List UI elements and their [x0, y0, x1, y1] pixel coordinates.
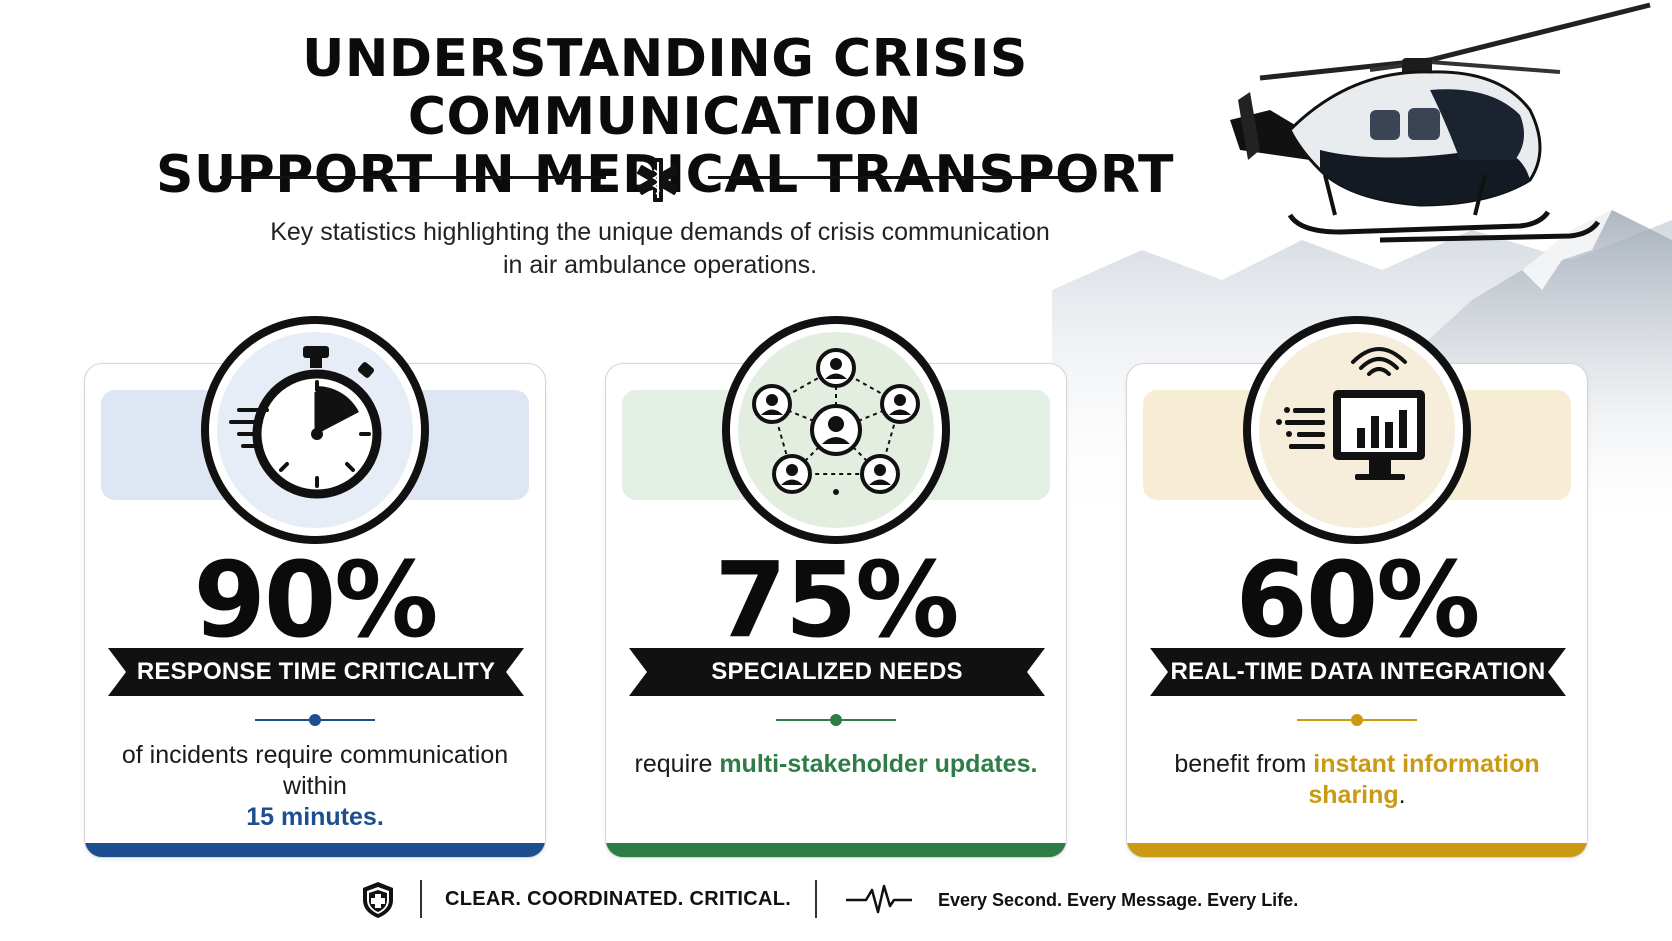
shield-cross-icon — [363, 882, 393, 918]
stat-value: 75% — [714, 539, 960, 661]
stat-label: REAL-TIME DATA INTEGRATION — [1170, 658, 1546, 685]
mini-divider — [1297, 714, 1417, 726]
stat-label: RESPONSE TIME CRITICALITY — [136, 658, 496, 685]
mini-divider — [255, 714, 375, 726]
stat-value: 90% — [193, 539, 439, 661]
stat-highlight: multi-stakeholder updates. — [719, 750, 1038, 778]
stat-label-banner: SPECIALIZED NEEDS — [629, 648, 1045, 696]
stat-highlight: instant information sharing — [1308, 750, 1540, 809]
title-divider-right — [708, 176, 1094, 179]
title-line-1: UNDERSTANDING CRISIS COMMUNICATION — [302, 29, 1028, 147]
footer-separator — [815, 880, 817, 918]
heartbeat-icon — [846, 884, 912, 914]
footer-separator — [420, 880, 422, 918]
card-icon-circle — [1243, 316, 1471, 544]
stat-label: SPECIALIZED NEEDS — [711, 658, 963, 685]
subtitle-line-1: Key statistics highlighting the unique d… — [270, 218, 1050, 246]
stopwatch-icon — [229, 346, 382, 499]
stat-description: benefit from instant information sharing… — [1174, 750, 1540, 809]
monitor-data-icon — [1276, 347, 1425, 480]
subtitle-line-2: in air ambulance operations. — [502, 251, 818, 279]
page-subtitle: Key statistics highlighting the unique d… — [160, 216, 1160, 282]
footer-tagline: CLEAR. COORDINATED. CRITICAL. — [445, 888, 792, 910]
stat-label-banner: RESPONSE TIME CRITICALITY — [108, 648, 524, 696]
stat-value: 60% — [1235, 539, 1481, 661]
stat-highlight: 15 minutes. — [246, 803, 384, 831]
card-accent-bar — [85, 843, 545, 857]
card-accent-bar — [1127, 843, 1587, 857]
network-people-icon — [752, 348, 920, 495]
stat-description: require multi-stakeholder updates. — [634, 750, 1038, 778]
stat-description: of incidents require communication withi… — [121, 741, 509, 831]
star-of-life-icon — [636, 158, 680, 202]
mini-divider — [776, 714, 896, 726]
title-divider-left — [220, 176, 606, 179]
card-icon-circle — [722, 316, 950, 544]
card-accent-bar — [606, 843, 1066, 857]
card-icon-circle — [201, 316, 429, 544]
helicopter-image — [1230, 2, 1651, 243]
stat-label-banner: REAL-TIME DATA INTEGRATION — [1150, 648, 1566, 696]
footer-motto: Every Second. Every Message. Every Life. — [938, 890, 1299, 910]
